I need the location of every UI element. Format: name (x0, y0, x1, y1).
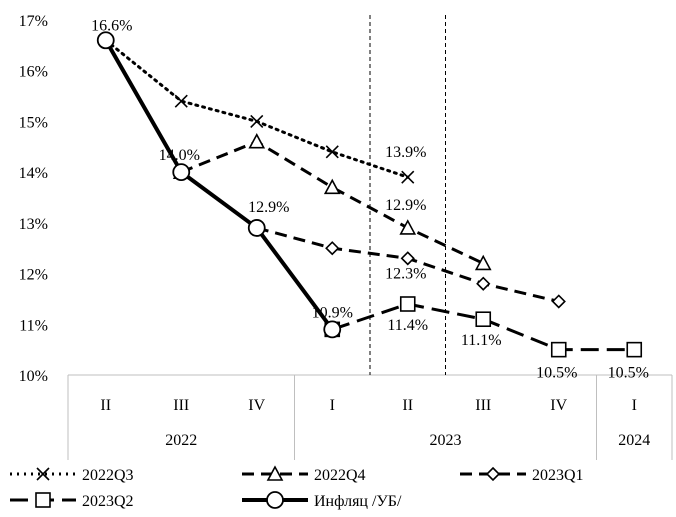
data-labels: 13.9% 12.9% 12.3% 11.4% 11.1% 10.5% 10.5% 16.6%… (91, 17, 649, 381)
data-label: 12.3% (385, 265, 426, 282)
data-point (551, 294, 566, 309)
data-label: 12.9% (385, 197, 426, 214)
y-tick-label: 13% (19, 216, 48, 233)
data-label: 10.9% (312, 304, 353, 321)
legend: 2022Q3 2022Q4 2023Q1 2023Q2 Инфляц /УБ/ (10, 465, 584, 510)
data-point (550, 341, 567, 358)
data-point (172, 163, 191, 182)
legend-marker (266, 465, 284, 481)
data-point (474, 254, 492, 271)
legend-label: 2023Q1 (532, 467, 584, 484)
quarter-label: II (100, 397, 111, 414)
year-label: 2023 (430, 432, 462, 449)
data-point (174, 94, 188, 108)
quarter-label: I (330, 397, 335, 414)
legend-marker (35, 492, 51, 508)
data-point (401, 170, 415, 184)
data-label: 12.9% (248, 199, 289, 216)
quarter-label: III (173, 397, 189, 414)
series-line (104, 39, 334, 331)
quarter-label: II (402, 397, 413, 414)
y-tick-label: 12% (19, 267, 48, 284)
data-point (400, 251, 415, 266)
y-tick-label: 15% (19, 114, 48, 131)
data-label: 11.4% (387, 317, 428, 334)
data-point (248, 133, 266, 149)
y-tick-label: 16% (19, 64, 48, 81)
legend-item: 2023Q1 (460, 466, 584, 484)
data-point (399, 296, 416, 312)
legend-item: 2023Q2 (10, 492, 134, 510)
data-point (323, 178, 341, 195)
data-point (96, 31, 115, 50)
data-point (325, 145, 339, 159)
data-point (626, 341, 643, 358)
quarter-label: I (632, 397, 637, 414)
marker-stroke (250, 114, 264, 128)
legend-label: Инфляц /УБ/ (314, 493, 402, 510)
legend-marker (266, 491, 284, 509)
data-label: 16.6% (91, 17, 132, 34)
y-tick-label: 10% (19, 368, 48, 385)
y-axis: 10% 11% 12% 13% 14% 15% 16% 17% (19, 13, 48, 385)
legend-label: 2022Q4 (314, 467, 366, 484)
data-point (399, 219, 417, 235)
marker-stroke (174, 94, 188, 108)
legend-item: 2022Q4 (242, 465, 366, 484)
series-markers (96, 31, 643, 358)
legend-marker (36, 467, 50, 481)
data-point (250, 114, 264, 128)
data-point (475, 311, 492, 328)
legend-item: 2022Q3 (10, 467, 134, 484)
year-label: 2022 (165, 432, 197, 449)
data-label: 10.5% (608, 365, 649, 382)
marker-stroke (36, 467, 50, 481)
data-label: 11.1% (461, 332, 502, 349)
quarter-label: III (475, 397, 491, 414)
reference-lines (369, 15, 446, 375)
y-tick-label: 14% (19, 165, 48, 182)
data-point (476, 276, 491, 291)
y-tick-label: 17% (19, 13, 48, 30)
year-label: 2024 (618, 432, 650, 449)
data-point (323, 320, 342, 339)
data-point (325, 241, 340, 256)
y-tick-label: 11% (19, 317, 48, 334)
marker-stroke (325, 145, 339, 159)
data-label: 14.0% (159, 147, 200, 164)
quarter-label: IV (248, 397, 265, 414)
data-label: 13.9% (385, 144, 426, 161)
series-line (104, 38, 410, 179)
data-label: 10.5% (536, 365, 577, 382)
legend-marker (485, 466, 501, 482)
quarter-label: IV (550, 397, 567, 414)
marker-stroke (401, 170, 415, 184)
legend-label: 2023Q2 (82, 493, 134, 510)
data-point (247, 219, 266, 237)
legend-label: 2022Q3 (82, 467, 134, 484)
legend-item: Инфляц /УБ/ (242, 491, 402, 510)
